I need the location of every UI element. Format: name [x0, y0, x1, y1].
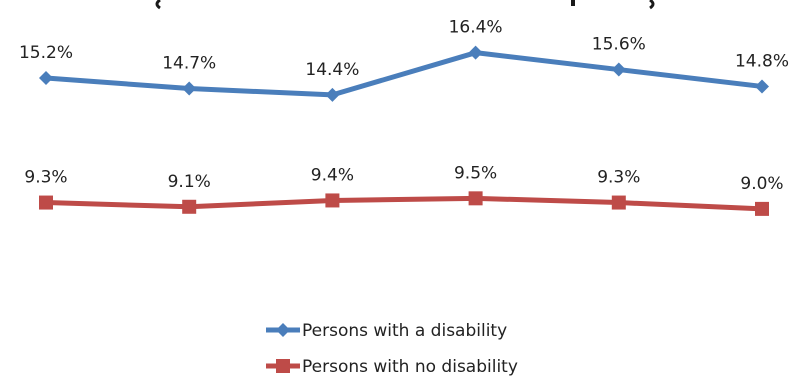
data-point-no-disability-3	[325, 193, 340, 208]
data-label-no-disability-6: 9.0%	[740, 174, 783, 194]
data-point-no-disability-1	[39, 195, 53, 210]
data-point-disability-1	[39, 71, 53, 85]
legend-swatch-marker-disability	[276, 323, 290, 337]
data-point-disability-6	[755, 79, 769, 94]
data-point-no-disability-6	[755, 201, 769, 216]
plot-area: 15.2%14.7% 14.4%16.4%15.6%14.8%9.3% 9.1% 9.…	[19, 18, 789, 216]
data-point-disability-2	[182, 81, 197, 96]
data-label-no-disability-1: 9.3%	[24, 168, 67, 188]
cropped-title-glyph-right	[649, 0, 655, 10]
legend-label-disability: Persons with a disability	[302, 321, 507, 341]
data-label-disability-3: 14.4%	[305, 60, 359, 80]
data-point-no-disability-4	[468, 191, 483, 206]
legend-entry-no-disability: Persons with no disability	[266, 357, 518, 377]
data-label-no-disability-3: 9.4%	[311, 165, 354, 185]
legend-label-no-disability: Persons with no disability	[302, 357, 518, 377]
legend-swatch-marker-no-disability	[276, 359, 290, 373]
data-point-disability-4	[468, 45, 483, 60]
cropped-title-comma	[571, 0, 575, 6]
legend: Persons with a disability Persons with no…	[266, 321, 518, 377]
cropped-title-glyph-left	[155, 0, 161, 10]
legend-entry-disability: Persons with a disability	[266, 321, 507, 341]
data-label-no-disability-2: 9.1%	[168, 172, 211, 192]
data-label-disability-2: 14.7%	[162, 54, 216, 74]
series-no-disability: 9.3% 9.1% 9.4% 9.5% 9.3% 9.0%	[24, 163, 784, 216]
data-point-disability-3	[325, 87, 340, 102]
cropped-title-fragment	[0, 0, 792, 6]
data-label-disability-1: 15.2%	[19, 43, 73, 63]
data-label-no-disability-5: 9.3%	[597, 168, 640, 188]
series-line-no-disability	[45, 195, 763, 212]
data-point-no-disability-2	[182, 199, 197, 214]
data-label-disability-4: 16.4%	[449, 18, 503, 38]
series-disability: 15.2% 14.7% 14.4% 16.4% 15.6% 14.8%	[19, 18, 789, 102]
data-label-no-disability-4: 9.5%	[454, 163, 497, 183]
series-line-disability	[45, 50, 763, 98]
data-point-no-disability-5	[611, 195, 626, 210]
data-label-disability-5: 15.6%	[592, 35, 646, 55]
data-label-disability-6: 14.8%	[735, 51, 789, 71]
data-point-disability-5	[611, 62, 626, 77]
